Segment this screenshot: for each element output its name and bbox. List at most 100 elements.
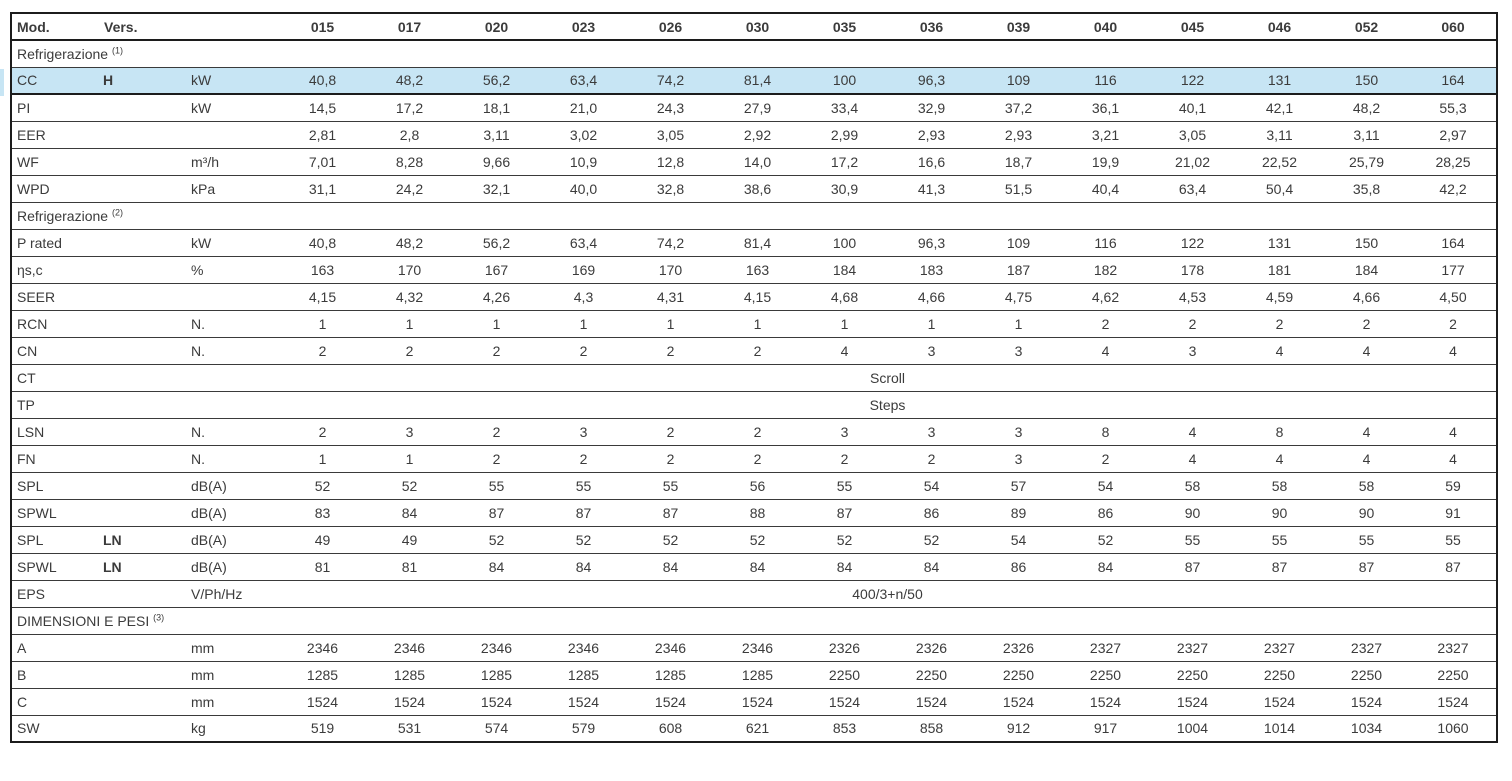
value-cell: 40,1	[1178, 99, 1207, 116]
value-cell: 2	[840, 450, 849, 467]
table-row: ηs,c% 163 170 167 169 170 163 184 183 187 182 178 18…	[11, 256, 1497, 283]
value-cell: 2327	[1350, 639, 1383, 656]
value-cell: 17,2	[830, 153, 859, 170]
value-cell: 109	[1006, 72, 1031, 89]
value-cell: 3	[579, 423, 588, 440]
header-row: Mod. Vers. 015 017 020 023 026 030 035 036 039 040 0…	[11, 13, 1497, 40]
value-cell: 1524	[828, 693, 861, 710]
vers-label	[99, 121, 187, 148]
value-cell: 164	[1441, 234, 1465, 251]
value-cell: 4	[1362, 342, 1371, 359]
value-cell: 57	[1010, 477, 1027, 494]
value-cell: 150	[1354, 234, 1379, 251]
value-cell: 40,8	[308, 72, 337, 89]
value-cell: 1524	[1002, 693, 1035, 710]
value-cell: 84	[836, 558, 853, 575]
value-cell: 2	[666, 450, 675, 467]
row-label: SPWL	[17, 558, 57, 575]
vers-label	[99, 283, 187, 310]
value-cell: 2346	[741, 639, 774, 656]
value-cell: 184	[1354, 261, 1379, 278]
value-cell: 2	[1101, 450, 1110, 467]
vers-label	[99, 661, 187, 688]
section-label-cell: Refrigerazione (2)	[11, 202, 1497, 229]
value-cell: 3	[840, 423, 849, 440]
row-label: WPD	[17, 180, 50, 197]
value-cell: 3	[927, 342, 936, 359]
value-cell: 32,8	[656, 180, 685, 197]
value-cell: 1034	[1350, 720, 1383, 737]
value-cell: 2	[666, 423, 675, 440]
value-cell: 32,1	[482, 180, 511, 197]
vers-label: LN	[103, 531, 122, 548]
unit-label: dB(A)	[191, 558, 227, 575]
value-cell: 58	[1271, 477, 1288, 494]
row-label: FN	[17, 450, 36, 467]
value-cell: 131	[1267, 234, 1292, 251]
unit-label: kW	[191, 72, 212, 89]
value-cell: 16,6	[917, 153, 946, 170]
value-cell: 27,9	[743, 99, 772, 116]
value-cell: 84	[1097, 558, 1114, 575]
value-cell: 4,59	[1265, 288, 1294, 305]
value-cell: 4,53	[1178, 288, 1207, 305]
unit-label: kW	[191, 234, 212, 251]
value-cell: 22,52	[1261, 153, 1298, 170]
row-label: SPL	[17, 477, 44, 494]
value-cell: 52	[488, 531, 505, 548]
value-cell: 4,3	[573, 288, 594, 305]
value-cell: 8	[1101, 423, 1110, 440]
value-cell: 3	[405, 423, 414, 440]
value-cell: 84	[488, 558, 505, 575]
unit-label: kPa	[191, 180, 216, 197]
value-cell: 40,0	[569, 180, 598, 197]
value-cell: 48,2	[395, 234, 424, 251]
value-cell: 25,79	[1348, 153, 1385, 170]
vers-label	[99, 634, 187, 661]
value-cell: 12,8	[656, 153, 685, 170]
model-column-header: 015	[310, 18, 335, 35]
value-cell: 88	[749, 504, 766, 521]
value-cell: 116	[1094, 72, 1117, 89]
value-cell: 4	[1101, 342, 1110, 359]
value-cell: 19,9	[1091, 153, 1120, 170]
value-cell: 1285	[306, 666, 339, 683]
table-row: LSN N. 2 3 2 3 2 2 3 3 3 8 4 8 4 4	[11, 418, 1497, 445]
vers-label	[99, 391, 187, 418]
value-cell: 1285	[654, 666, 687, 683]
unit-label: kg	[191, 720, 206, 737]
value-cell: 2,81	[308, 126, 337, 143]
row-label: EER	[17, 126, 46, 143]
row-label: ηs,c	[17, 261, 43, 278]
value-cell: 4,31	[656, 288, 685, 305]
value-cell: 2250	[1263, 666, 1296, 683]
value-cell: 1524	[1437, 693, 1469, 710]
value-cell: 42,2	[1439, 180, 1467, 197]
value-cell: 96,3	[917, 234, 946, 251]
value-cell: 17,2	[395, 99, 424, 116]
value-cell: 87	[1358, 558, 1375, 575]
value-cell: 1	[405, 315, 414, 332]
value-cell: 4,68	[830, 288, 859, 305]
value-cell: 48,2	[395, 72, 424, 89]
value-cell: 2250	[1176, 666, 1209, 683]
value-cell: 96,3	[917, 72, 946, 89]
value-cell: 40,8	[308, 234, 337, 251]
value-cell: 31,1	[308, 180, 337, 197]
value-cell: 52	[749, 531, 766, 548]
value-cell: 84	[749, 558, 766, 575]
value-cell: 86	[923, 504, 940, 521]
value-cell: 55	[1184, 531, 1201, 548]
value-cell: 1524	[1176, 693, 1209, 710]
value-cell: 4,66	[1352, 288, 1381, 305]
table-row: WPD kPa 31,1 24,2 32,1 40,0 32,8 38,6 30,9 41,3 51…	[11, 175, 1497, 202]
value-cell: 1060	[1437, 720, 1469, 737]
value-cell: 2	[579, 450, 588, 467]
value-cell: 83	[314, 504, 331, 521]
value-cell: 49	[314, 531, 331, 548]
value-cell: 74,2	[656, 72, 685, 89]
value-cell: 30,9	[830, 180, 859, 197]
vers-label: LN	[103, 558, 122, 575]
row-label: CC	[17, 72, 38, 89]
